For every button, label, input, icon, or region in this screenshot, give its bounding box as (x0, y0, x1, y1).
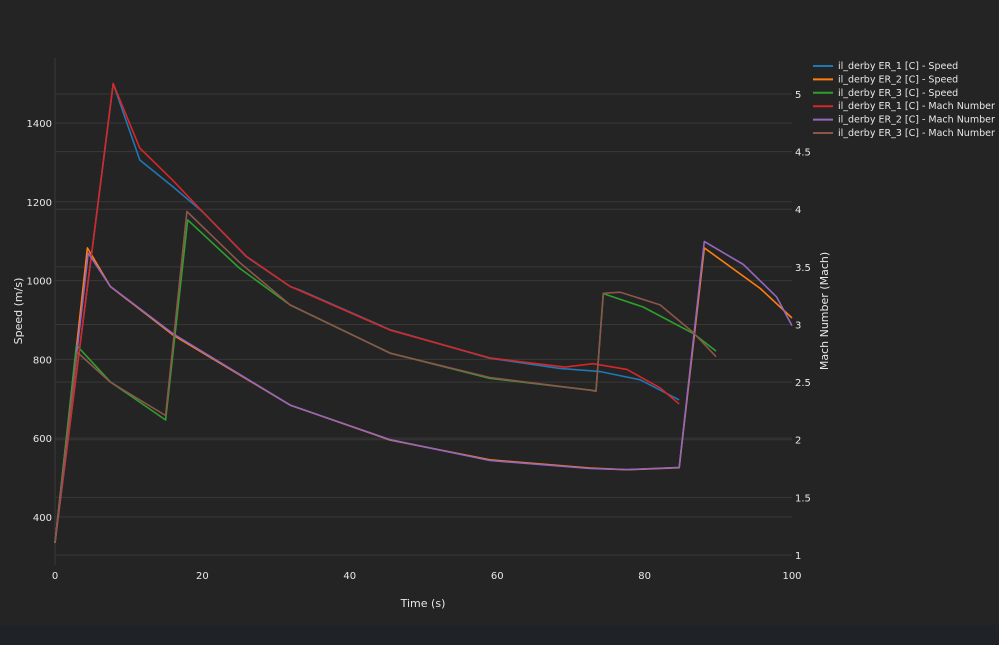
legend-label: il_derby ER_2 [C] - Mach Number (838, 115, 995, 126)
series-line-6 (54, 210, 717, 543)
legend-label: il_derby ER_1 [C] - Speed (838, 61, 958, 72)
y2-tick-label: 4 (795, 205, 801, 216)
y2-tick-label: 3.5 (795, 263, 811, 274)
x-axis-title: Time (s) (400, 597, 446, 610)
y2-tick-label: 1 (795, 551, 801, 562)
series-lines (54, 82, 793, 544)
y-tick-label: 800 (33, 355, 52, 366)
y-tick-label: 1400 (27, 119, 52, 130)
bottom-strip (0, 625, 999, 645)
y-tick-label: 1000 (27, 277, 52, 288)
y-axis-ticks: 400 600 800 1000 1200 1400 (27, 119, 52, 524)
x-tick-label: 60 (491, 571, 504, 582)
y2-axis-ticks: 1 1.5 2 2.5 3 3.5 4 4.5 5 (795, 90, 811, 562)
x-tick-label: 100 (782, 571, 801, 582)
series-line-4 (54, 82, 680, 543)
legend-item[interactable]: il_derby ER_3 [C] - Mach Number (813, 128, 995, 139)
y2-tick-label: 3 (795, 320, 801, 331)
series-line-2 (54, 247, 793, 543)
y2-tick-label: 1.5 (795, 493, 811, 504)
series-line-5 (54, 240, 793, 543)
y2-tick-label: 4.5 (795, 148, 811, 159)
y2-tick-label: 2 (795, 436, 801, 447)
legend-item[interactable]: il_derby ER_1 [C] - Speed (813, 61, 958, 72)
y2-axis-title: Mach Number (Mach) (818, 252, 831, 370)
legend-item[interactable]: il_derby ER_3 [C] - Speed (813, 88, 958, 99)
x-axis-ticks: 0 20 40 60 80 100 (52, 571, 802, 582)
legend-item[interactable]: il_derby ER_1 [C] - Mach Number (813, 101, 995, 112)
legend-label: il_derby ER_3 [C] - Speed (838, 88, 958, 99)
legend-item[interactable]: il_derby ER_2 [C] - Mach Number (813, 115, 995, 126)
y2-tick-label: 2.5 (795, 378, 811, 389)
x-tick-label: 0 (52, 571, 58, 582)
y2-tick-label: 5 (795, 90, 801, 101)
x-tick-label: 20 (196, 571, 209, 582)
legend: il_derby ER_1 [C] - Speed il_derby ER_2 [… (813, 61, 995, 139)
legend-label: il_derby ER_1 [C] - Mach Number (838, 101, 995, 112)
y-axis-title: Speed (m/s) (12, 278, 25, 345)
y-tick-label: 600 (33, 434, 52, 445)
y-tick-label: 1200 (27, 198, 52, 209)
x-tick-label: 40 (343, 571, 356, 582)
gridlines (54, 58, 792, 565)
legend-item[interactable]: il_derby ER_2 [C] - Speed (813, 74, 958, 85)
y-tick-label: 400 (33, 513, 52, 524)
legend-label: il_derby ER_2 [C] - Speed (838, 74, 958, 85)
legend-label: il_derby ER_3 [C] - Mach Number (838, 128, 995, 139)
x-tick-label: 80 (638, 571, 651, 582)
series-line-3 (54, 219, 717, 543)
series-line-1 (54, 82, 680, 544)
